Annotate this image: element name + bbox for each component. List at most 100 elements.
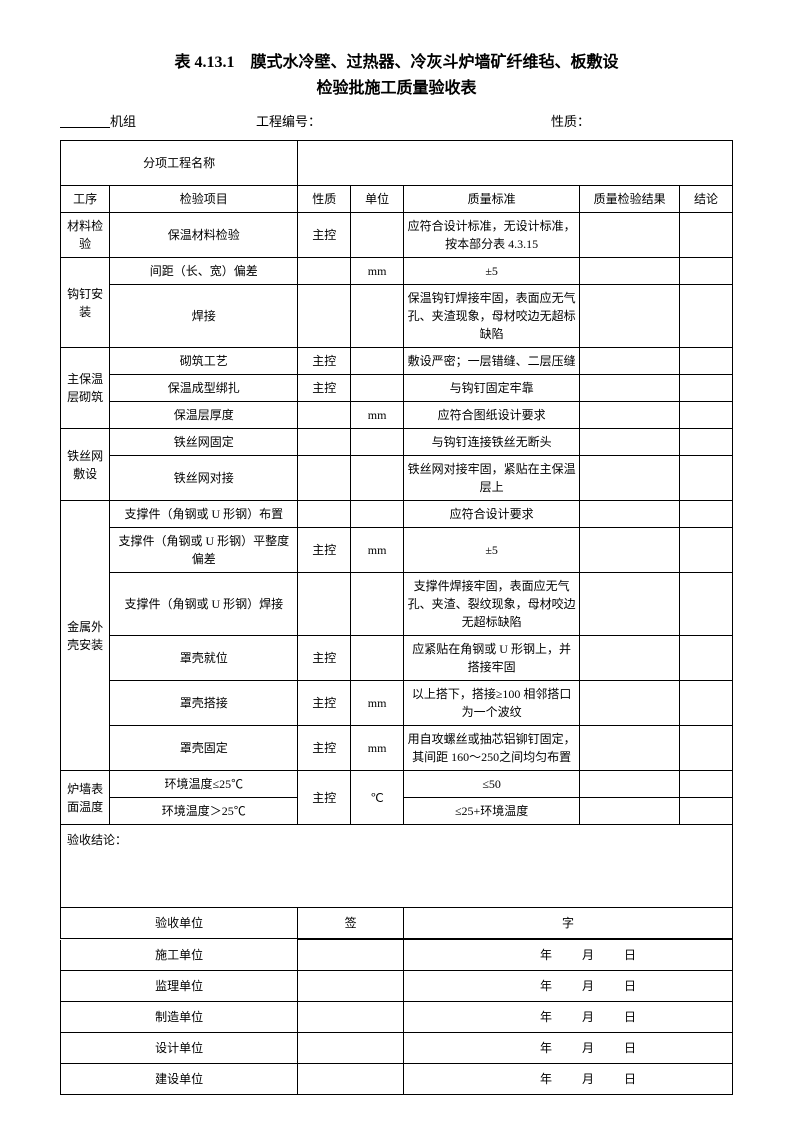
sig-h3: 字 (404, 908, 733, 939)
cell-concl (680, 402, 733, 429)
sig-date: 年月日 (404, 1002, 733, 1033)
cell-nature: 主控 (298, 375, 351, 402)
sig-unit: 施工单位 (61, 940, 298, 971)
cell-concl (680, 213, 733, 258)
group-name: 主保温层砌筑 (61, 348, 110, 429)
cell-unit (351, 429, 404, 456)
cell-std: 应紧贴在角钢或 U 形钢上，并搭接牢固 (404, 636, 580, 681)
cell-unit (351, 375, 404, 402)
group-name: 材料检验 (61, 213, 110, 258)
cell-item: 环境温度≤25℃ (110, 771, 298, 798)
cell-item: 保温成型绑扎 (110, 375, 298, 402)
group-name: 炉墙表面温度 (61, 771, 110, 825)
h-proc: 工序 (61, 186, 110, 213)
table-row: 材料检验保温材料检验主控应符合设计标准，无设计标准，按本部分表 4.3.15 (61, 213, 733, 258)
table-row: 铁丝网敷设铁丝网固定与钩钉连接铁丝无断头 (61, 429, 733, 456)
cell-concl (680, 456, 733, 501)
h-result: 质量检验结果 (580, 186, 680, 213)
cell-nature: 主控 (298, 726, 351, 771)
cell-result (580, 375, 680, 402)
subproject-value (298, 141, 733, 186)
conclusion-cell: 验收结论： (61, 825, 733, 908)
sig-h1: 验收单位 (61, 908, 298, 939)
cell-result (580, 636, 680, 681)
cell-std: ±5 (404, 258, 580, 285)
cell-nature (298, 402, 351, 429)
title-line2: 检验批施工质量验收表 (60, 76, 733, 102)
cell-nature: 主控 (298, 213, 351, 258)
cell-std: 应符合图纸设计要求 (404, 402, 580, 429)
sig-row: 建设单位年月日 (61, 1064, 733, 1095)
sig-row: 监理单位年月日 (61, 971, 733, 1002)
table-row: 焊接保温钩钉焊接牢固，表面应无气孔、夹渣现象，母材咬边无超标缺陷 (61, 285, 733, 348)
table-row: 铁丝网对接 铁丝网对接牢固，紧贴在主保温层上 (61, 456, 733, 501)
cell-item: 铁丝网固定 (110, 429, 298, 456)
signature-table: 施工单位年月日监理单位年月日制造单位年月日设计单位年月日建设单位年月日 (60, 939, 733, 1095)
meta-row: 机组 工程编号： 性质： (60, 111, 733, 130)
table-row: 金属外壳安装支撑件（角钢或 U 形钢）布置应符合设计要求 (61, 501, 733, 528)
cell-nature (298, 573, 351, 636)
sig-sign (298, 971, 404, 1002)
cell-unit (351, 501, 404, 528)
table-row: 罩壳固定主控mm用自攻螺丝或抽芯铝铆钉固定，其间距 160～250之间均匀布置 (61, 726, 733, 771)
unit-label: 机组 (110, 111, 136, 130)
cell-concl (680, 681, 733, 726)
table-row: 保温成型绑扎主控与钩钉固定牢靠 (61, 375, 733, 402)
unit-blank (60, 111, 110, 128)
cell-result (580, 402, 680, 429)
cell-unit (351, 285, 404, 348)
table-row: 保温层厚度mm应符合图纸设计要求 (61, 402, 733, 429)
cell-result (580, 429, 680, 456)
h-nature: 性质 (298, 186, 351, 213)
cell-nature: 主控 (298, 636, 351, 681)
cell-item: 焊接 (110, 285, 298, 348)
main-table: 分项工程名称 工序 检验项目 性质 单位 质量标准 质量检验结果 结论 材料检验… (60, 140, 733, 939)
table-row: 罩壳搭接主控mm以上搭下，搭接≥100 相邻搭口为一个波纹 (61, 681, 733, 726)
cell-result (580, 573, 680, 636)
cell-result (580, 258, 680, 285)
sig-unit: 监理单位 (61, 971, 298, 1002)
sig-sign (298, 1002, 404, 1033)
cell-unit: mm (351, 528, 404, 573)
cell-item: 铁丝网对接 (110, 456, 298, 501)
cell-result (580, 726, 680, 771)
cell-result (580, 798, 680, 825)
sig-date: 年月日 (404, 1064, 733, 1095)
cell-concl (680, 771, 733, 798)
sig-h2: 签 (298, 908, 404, 939)
sig-row: 设计单位年月日 (61, 1033, 733, 1064)
sig-unit: 制造单位 (61, 1002, 298, 1033)
cell-std: 铁丝网对接牢固，紧贴在主保温层上 (404, 456, 580, 501)
subproject-row: 分项工程名称 (61, 141, 733, 186)
sig-sign (298, 1064, 404, 1095)
cell-concl (680, 528, 733, 573)
cell-item: 间距（长、宽）偏差 (110, 258, 298, 285)
cell-nature (298, 501, 351, 528)
cell-std: 应符合设计标准，无设计标准，按本部分表 4.3.15 (404, 213, 580, 258)
group-name: 金属外壳安装 (61, 501, 110, 771)
cell-std: 与钩钉连接铁丝无断头 (404, 429, 580, 456)
cell-nature (298, 456, 351, 501)
form-title: 表 4.13.1 膜式水冷壁、过热器、冷灰斗炉墙矿纤维毡、板敷设 检验批施工质量… (60, 50, 733, 101)
table-row: 钩钉安装间距（长、宽）偏差mm±5 (61, 258, 733, 285)
cell-unit (351, 348, 404, 375)
cell-result (580, 213, 680, 258)
cell-result (580, 348, 680, 375)
sig-row: 施工单位年月日 (61, 940, 733, 971)
cell-unit (351, 636, 404, 681)
cell-item: 环境温度＞25℃ (110, 798, 298, 825)
cell-concl (680, 726, 733, 771)
h-unit: 单位 (351, 186, 404, 213)
table-row: 支撑件（角钢或 U 形钢）焊接支撑件焊接牢固，表面应无气孔、夹渣、裂纹现象，母材… (61, 573, 733, 636)
sig-date: 年月日 (404, 1033, 733, 1064)
cell-unit: mm (351, 681, 404, 726)
cell-item: 支撑件（角钢或 U 形钢）焊接 (110, 573, 298, 636)
cell-std: 应符合设计要求 (404, 501, 580, 528)
cell-concl (680, 429, 733, 456)
cell-concl (680, 348, 733, 375)
cell-concl (680, 573, 733, 636)
cell-item: 支撑件（角钢或 U 形钢）平整度偏差 (110, 528, 298, 573)
table-row: 炉墙表面温度环境温度≤25℃主控℃≤50 (61, 771, 733, 798)
cell-item: 支撑件（角钢或 U 形钢）布置 (110, 501, 298, 528)
group-name: 铁丝网敷设 (61, 429, 110, 501)
